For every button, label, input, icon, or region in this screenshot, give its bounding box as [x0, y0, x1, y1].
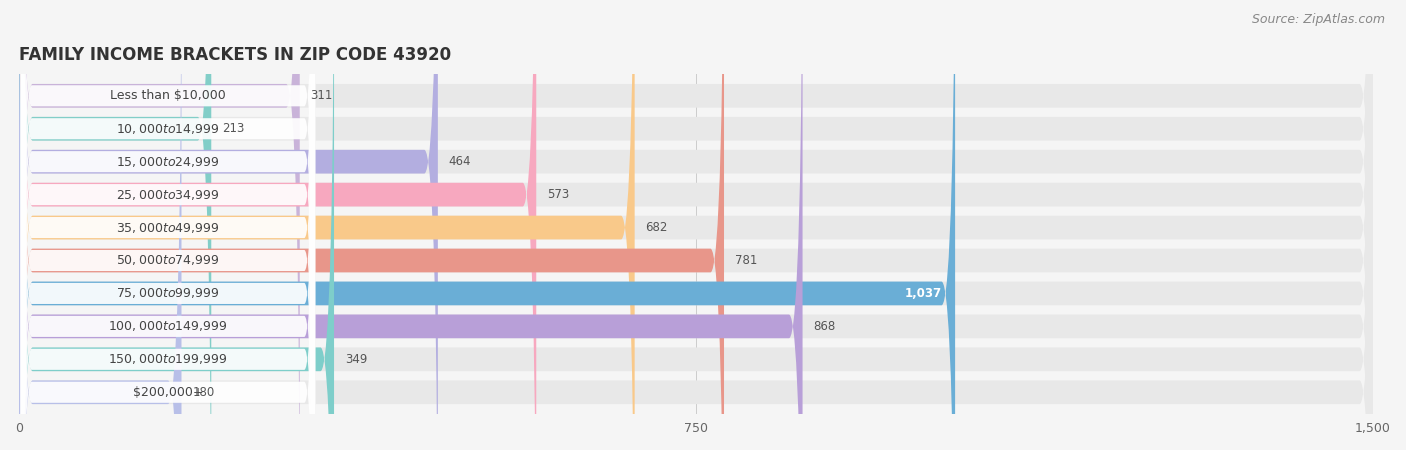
FancyBboxPatch shape	[20, 0, 1374, 450]
FancyBboxPatch shape	[21, 0, 315, 450]
FancyBboxPatch shape	[20, 0, 1374, 450]
Text: $35,000 to $49,999: $35,000 to $49,999	[117, 220, 219, 234]
Text: $15,000 to $24,999: $15,000 to $24,999	[117, 155, 219, 169]
FancyBboxPatch shape	[21, 0, 315, 450]
FancyBboxPatch shape	[20, 0, 1374, 450]
FancyBboxPatch shape	[21, 0, 315, 450]
Text: 868: 868	[814, 320, 835, 333]
Text: $50,000 to $74,999: $50,000 to $74,999	[117, 253, 219, 267]
Text: Less than $10,000: Less than $10,000	[110, 89, 226, 102]
FancyBboxPatch shape	[21, 0, 315, 450]
FancyBboxPatch shape	[20, 0, 1374, 450]
FancyBboxPatch shape	[20, 0, 1374, 450]
FancyBboxPatch shape	[21, 0, 315, 450]
Text: $75,000 to $99,999: $75,000 to $99,999	[117, 287, 219, 301]
Text: 311: 311	[311, 89, 333, 102]
Text: $100,000 to $149,999: $100,000 to $149,999	[108, 320, 228, 333]
Text: 349: 349	[344, 353, 367, 366]
FancyBboxPatch shape	[21, 0, 315, 450]
Text: $10,000 to $14,999: $10,000 to $14,999	[117, 122, 219, 136]
Text: 213: 213	[222, 122, 245, 135]
FancyBboxPatch shape	[20, 0, 1374, 450]
FancyBboxPatch shape	[20, 0, 536, 450]
FancyBboxPatch shape	[21, 8, 315, 450]
Text: $200,000+: $200,000+	[132, 386, 204, 399]
Text: 180: 180	[193, 386, 215, 399]
Text: Source: ZipAtlas.com: Source: ZipAtlas.com	[1251, 14, 1385, 27]
Text: FAMILY INCOME BRACKETS IN ZIP CODE 43920: FAMILY INCOME BRACKETS IN ZIP CODE 43920	[20, 46, 451, 64]
Text: 1,037: 1,037	[904, 287, 942, 300]
FancyBboxPatch shape	[20, 0, 1374, 450]
FancyBboxPatch shape	[20, 0, 437, 450]
Text: 573: 573	[547, 188, 569, 201]
FancyBboxPatch shape	[20, 0, 181, 450]
FancyBboxPatch shape	[20, 0, 299, 450]
FancyBboxPatch shape	[20, 0, 211, 450]
FancyBboxPatch shape	[20, 0, 634, 450]
FancyBboxPatch shape	[21, 0, 315, 450]
Text: $150,000 to $199,999: $150,000 to $199,999	[108, 352, 228, 366]
FancyBboxPatch shape	[20, 0, 335, 450]
FancyBboxPatch shape	[20, 0, 955, 450]
FancyBboxPatch shape	[21, 0, 315, 450]
Text: $25,000 to $34,999: $25,000 to $34,999	[117, 188, 219, 202]
Text: 464: 464	[449, 155, 471, 168]
FancyBboxPatch shape	[20, 0, 1374, 450]
FancyBboxPatch shape	[20, 0, 1374, 450]
FancyBboxPatch shape	[20, 0, 1374, 450]
FancyBboxPatch shape	[21, 0, 315, 450]
Text: 682: 682	[645, 221, 668, 234]
Text: 781: 781	[735, 254, 758, 267]
FancyBboxPatch shape	[20, 0, 724, 450]
FancyBboxPatch shape	[20, 0, 803, 450]
